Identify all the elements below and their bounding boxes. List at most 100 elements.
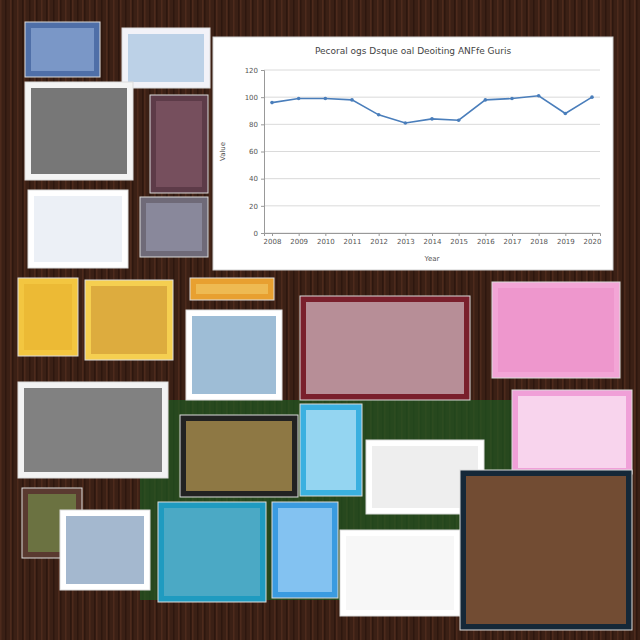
y-axis-line [261,71,265,234]
y-tick: 0 [254,230,264,238]
y-tick: 120 [245,67,264,75]
data-point [564,112,568,116]
grid-line [264,178,600,179]
wood-grain [0,0,2,640]
card [300,296,470,400]
data-point [457,118,461,122]
card [25,22,100,77]
x-tick: 2015 [450,233,468,246]
card-picture [24,388,162,472]
wood-grain [5,0,7,640]
x-tick-mark [432,233,433,236]
plot-marks [270,94,594,125]
card-picture [156,101,202,187]
data-point [484,98,488,102]
y-tick-mark [261,70,264,71]
x-axis: 2008200920102011201220132014201520162017… [264,233,602,246]
card [460,470,632,630]
card [300,404,362,496]
data-point [350,98,354,102]
card [492,282,620,378]
card-picture [346,536,454,610]
grid-line [264,70,600,71]
card-picture [518,396,626,468]
decorations [18,22,632,630]
grid-line [264,205,600,206]
x-tick-mark [379,233,380,236]
x-tick-label: 2015 [450,238,468,246]
x-tick-mark [565,233,566,236]
x-tick-mark [459,233,460,236]
card [180,415,298,497]
x-tick-label: 2010 [317,238,335,246]
x-tick: 2013 [397,233,415,246]
card [272,502,338,598]
x-tick-label: 2013 [397,238,415,246]
x-tick: 2018 [530,233,548,246]
card [122,28,210,88]
card-picture [66,516,144,584]
y-axis-title: Value [219,142,227,161]
card-picture [466,476,626,624]
card [186,310,282,400]
x-tick-label: 2017 [504,238,522,246]
x-tick-label: 2012 [370,238,388,246]
data-point [537,94,541,98]
chart: Pecoral ogs Dsque oal Deoiting ANFfe Gur… [213,37,613,270]
data-point [510,97,514,101]
y-tick: 20 [249,203,264,211]
y-tick-label: 20 [249,203,258,211]
y-tick-mark [261,124,264,125]
x-tick: 2010 [317,233,335,246]
card-picture [24,284,72,350]
x-tick-mark [539,233,540,236]
card [512,390,632,474]
y-tick-label: 120 [245,67,258,75]
x-tick-label: 2019 [557,238,575,246]
data-point [297,97,301,101]
x-tick-label: 2018 [530,238,548,246]
x-tick: 2011 [344,233,362,246]
x-tick-mark [325,233,326,236]
x-tick: 2014 [424,233,442,246]
card [18,382,168,478]
card-picture [91,286,167,354]
y-tick-mark [261,233,264,234]
y-tick-label: 80 [249,121,258,129]
data-point [404,121,408,125]
y-tick-label: 0 [254,230,258,238]
x-tick-label: 2016 [477,238,495,246]
y-tick: 80 [249,121,264,129]
y-tick-mark [261,97,264,98]
card-picture [192,316,276,394]
card-picture [278,508,332,592]
card-picture [186,421,292,491]
y-tick-label: 100 [245,94,258,102]
data-point [270,101,274,105]
x-tick: 2009 [290,233,308,246]
card [190,278,274,300]
card-picture [306,302,464,394]
y-tick-mark [261,152,264,153]
data-point [377,113,381,117]
x-tick-mark [512,233,513,236]
data-point [590,95,594,99]
card [150,95,208,193]
x-axis-title: Year [424,255,440,263]
data-point [324,97,328,101]
y-tick: 100 [245,94,264,102]
wood-grain [636,0,638,640]
data-point [430,117,434,121]
card [18,278,78,356]
card [340,530,460,616]
card [28,190,128,268]
grid-line [264,124,600,125]
x-tick: 2012 [370,233,388,246]
card-picture [31,88,127,174]
chart-title: Pecoral ogs Dsque oal Deoiting ANFfe Gur… [315,46,512,56]
card [85,280,173,360]
chart-panel [213,37,613,270]
card-picture [196,284,268,294]
wood-grain [10,0,12,640]
y-tick: 60 [249,148,264,156]
